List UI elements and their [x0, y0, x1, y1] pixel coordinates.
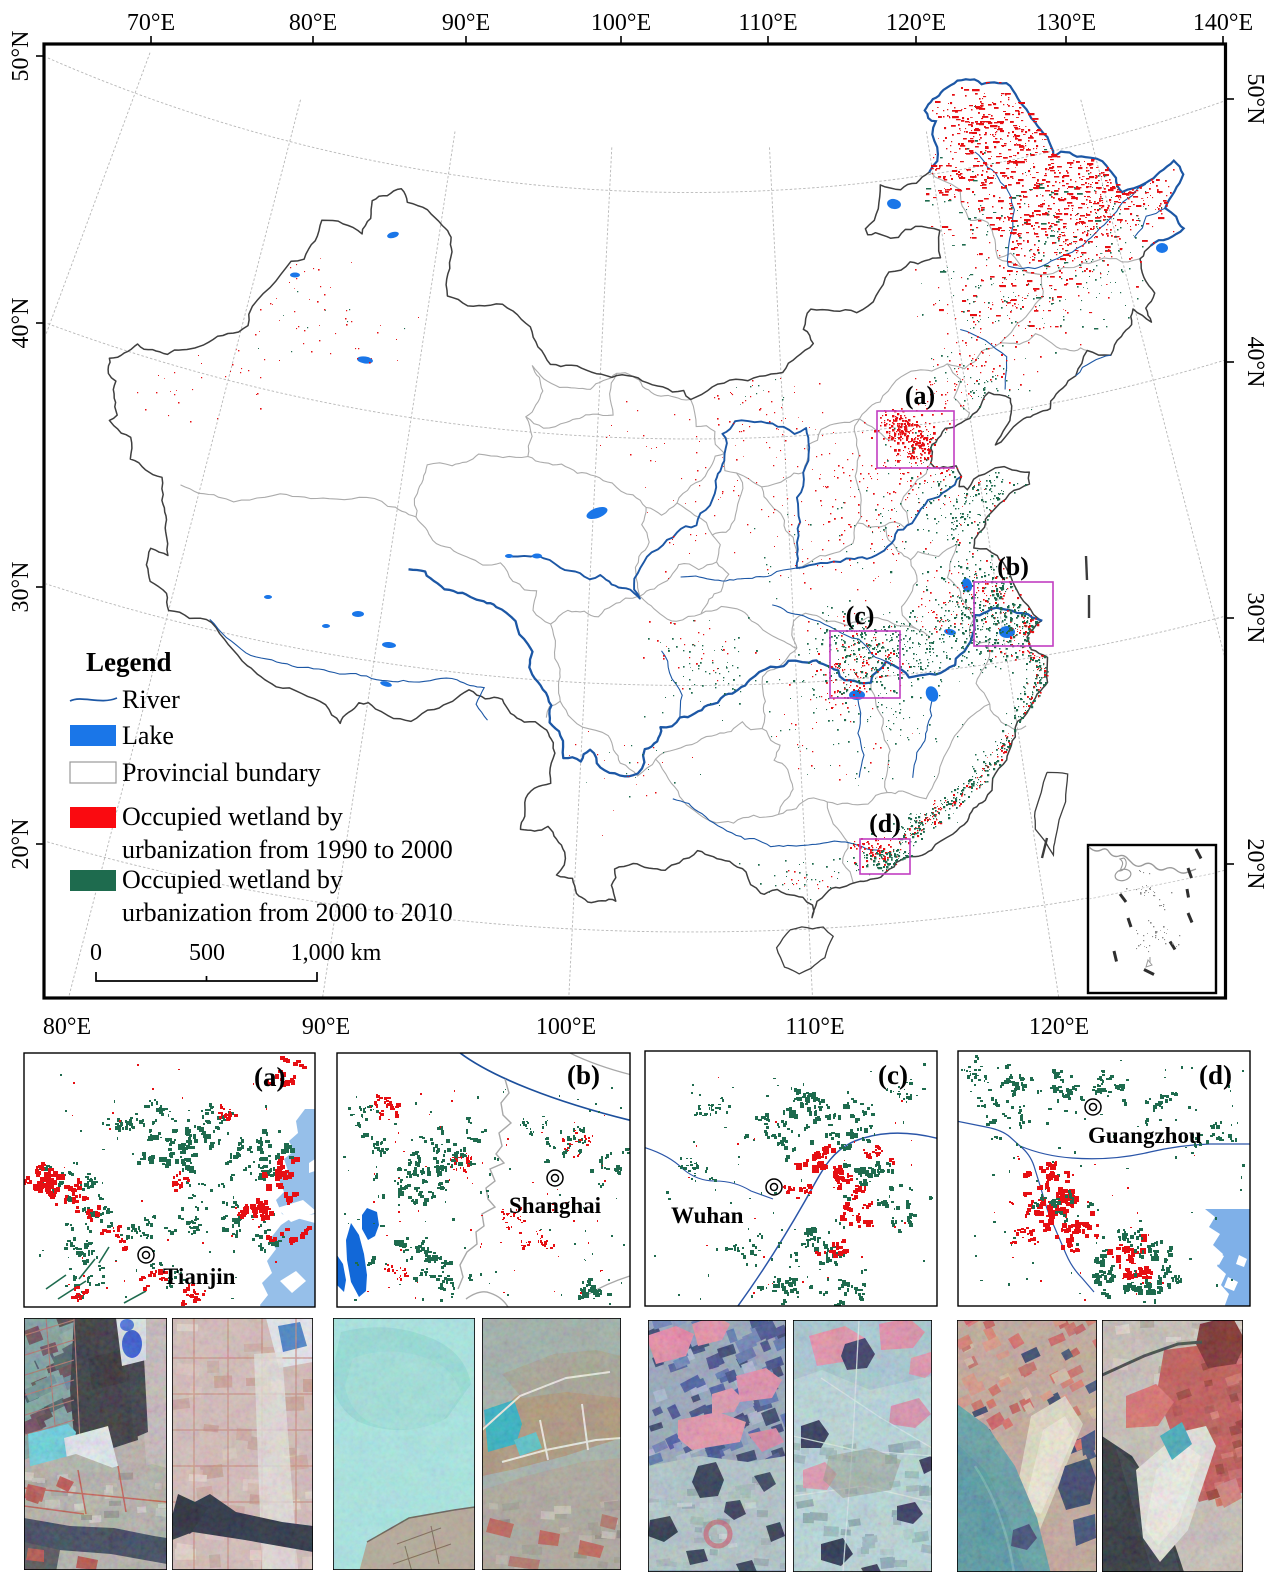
svg-text:130°E: 130°E	[1036, 10, 1096, 36]
svg-text:140°E: 140°E	[1193, 10, 1253, 36]
svg-text:30°N: 30°N	[8, 562, 34, 613]
svg-text:70°E: 70°E	[127, 10, 175, 36]
svg-text:(c): (c)	[878, 1060, 908, 1090]
svg-text:Occupied wetland by: Occupied wetland by	[122, 865, 343, 894]
svg-text:Tianjin: Tianjin	[163, 1264, 236, 1289]
svg-text:40°N: 40°N	[1242, 337, 1267, 388]
svg-text:Guangzhou: Guangzhou	[1088, 1123, 1202, 1148]
svg-text:110°E: 110°E	[785, 1014, 844, 1040]
svg-text:Occupied wetland by: Occupied wetland by	[122, 802, 343, 831]
svg-text:50°N: 50°N	[1242, 74, 1267, 125]
svg-text:90°E: 90°E	[442, 10, 490, 36]
svg-text:120°E: 120°E	[1029, 1014, 1089, 1040]
svg-text:20°N: 20°N	[1242, 839, 1267, 890]
svg-text:30°N: 30°N	[1242, 593, 1267, 644]
svg-text:80°E: 80°E	[43, 1014, 91, 1040]
svg-text:40°N: 40°N	[8, 298, 34, 349]
svg-text:(c): (c)	[846, 601, 875, 630]
svg-text:(a): (a)	[905, 381, 935, 410]
svg-text:500: 500	[189, 940, 225, 966]
svg-text:120°E: 120°E	[886, 10, 946, 36]
svg-text:(d): (d)	[869, 809, 901, 838]
svg-text:100°E: 100°E	[536, 1014, 596, 1040]
svg-text:(a): (a)	[254, 1062, 285, 1092]
svg-text:(b): (b)	[567, 1060, 600, 1090]
svg-text:100°E: 100°E	[591, 10, 651, 36]
svg-text:Wuhan: Wuhan	[671, 1203, 744, 1228]
svg-text:20°N: 20°N	[8, 819, 34, 870]
svg-text:0: 0	[90, 940, 102, 966]
svg-text:Provincial bundary: Provincial bundary	[122, 758, 321, 787]
svg-text:(b): (b)	[997, 552, 1029, 581]
svg-text:urbanization from 1990 to 2000: urbanization from 1990 to 2000	[122, 835, 453, 864]
svg-text:River: River	[122, 685, 180, 714]
svg-text:Lake: Lake	[122, 721, 174, 750]
svg-text:Legend: Legend	[86, 647, 172, 677]
svg-text:1,000 km: 1,000 km	[291, 940, 382, 966]
svg-text:80°E: 80°E	[289, 10, 337, 36]
svg-text:50°N: 50°N	[8, 31, 34, 82]
svg-text:urbanization from 2000 to 2010: urbanization from 2000 to 2010	[122, 898, 453, 927]
svg-text:110°E: 110°E	[738, 10, 797, 36]
svg-text:(d): (d)	[1199, 1060, 1232, 1090]
svg-text:90°E: 90°E	[302, 1014, 350, 1040]
svg-text:Shanghai: Shanghai	[509, 1193, 602, 1218]
